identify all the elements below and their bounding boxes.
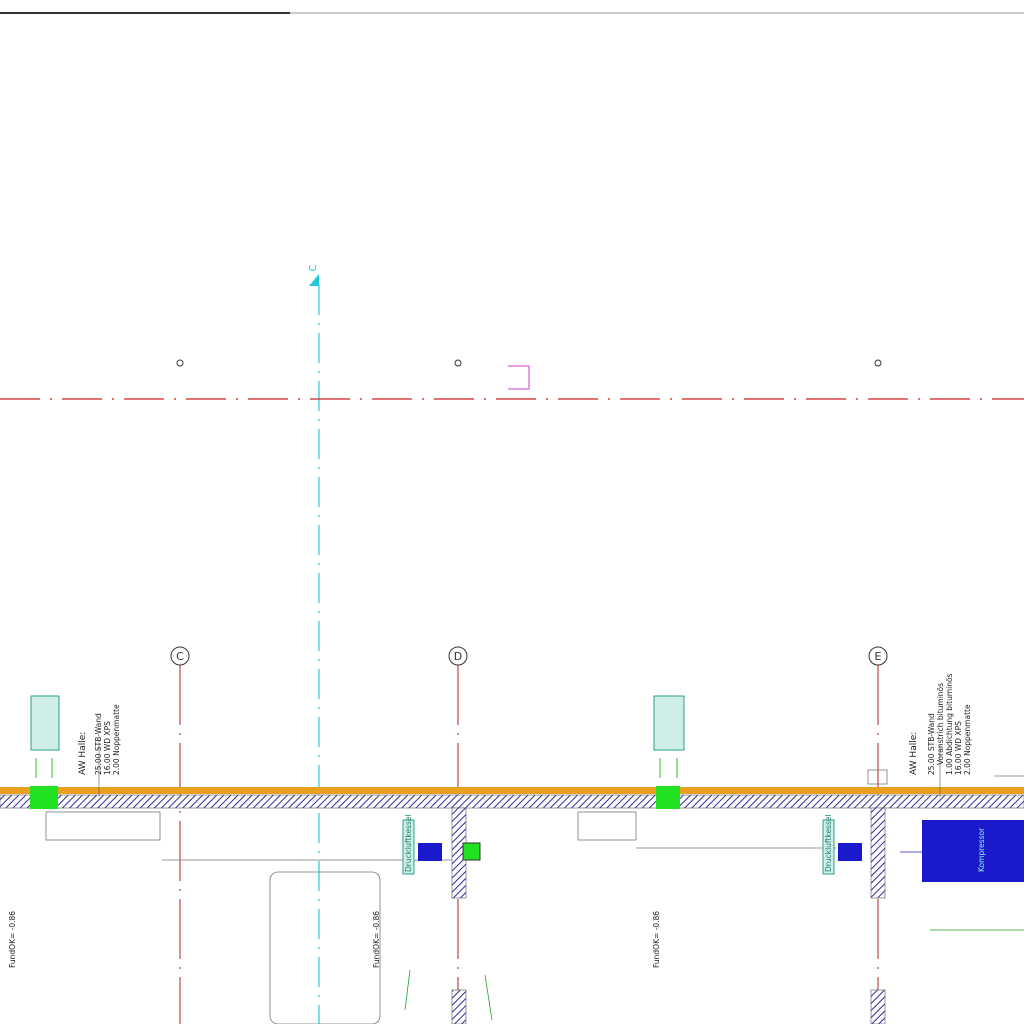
compressor xyxy=(922,820,1024,882)
label-box xyxy=(402,819,415,875)
wall xyxy=(0,695,1024,1024)
axis-label: C xyxy=(176,650,184,663)
note-line: Voranstrich bituminös xyxy=(936,683,945,765)
vessel xyxy=(418,843,442,861)
note-line: 25.00 STB-Wand xyxy=(94,713,103,775)
level-label: FundOK= -0.86 xyxy=(372,911,381,968)
section-label: C xyxy=(308,264,319,271)
point xyxy=(874,359,882,367)
vessel xyxy=(838,843,862,861)
note-line: 25.00 STB-Wand xyxy=(927,713,936,775)
note-line: 16.00 WD XPS xyxy=(954,721,963,775)
level-label: FundOK= -0.86 xyxy=(8,911,17,968)
equipment-label: Kompressor xyxy=(977,827,986,872)
section-arrow xyxy=(309,274,319,286)
equipment-label: Druckluftkessel xyxy=(824,814,833,872)
equipment-label: Druckluftkessel xyxy=(404,814,413,872)
note-line: 16.00 WD XPS xyxy=(103,721,112,775)
interior-outline xyxy=(45,769,1024,1024)
axis-label: D xyxy=(454,650,462,663)
marker xyxy=(508,365,530,390)
unit xyxy=(462,842,481,861)
grid-axis: C xyxy=(170,646,190,1024)
point xyxy=(176,359,184,367)
note-line: 2.00 Noppenmatte xyxy=(112,704,121,775)
level-label: FundOK= -0.86 xyxy=(652,911,661,968)
label-box xyxy=(822,819,835,875)
note-line: 1.00 Abdichtung bituminös xyxy=(945,673,954,775)
note-line: 2.00 Noppenmatte xyxy=(963,704,972,775)
note-title: AW Halle: xyxy=(78,732,88,775)
axis-label: E xyxy=(875,650,882,663)
point xyxy=(454,359,462,367)
note-title: AW Halle: xyxy=(909,732,919,775)
